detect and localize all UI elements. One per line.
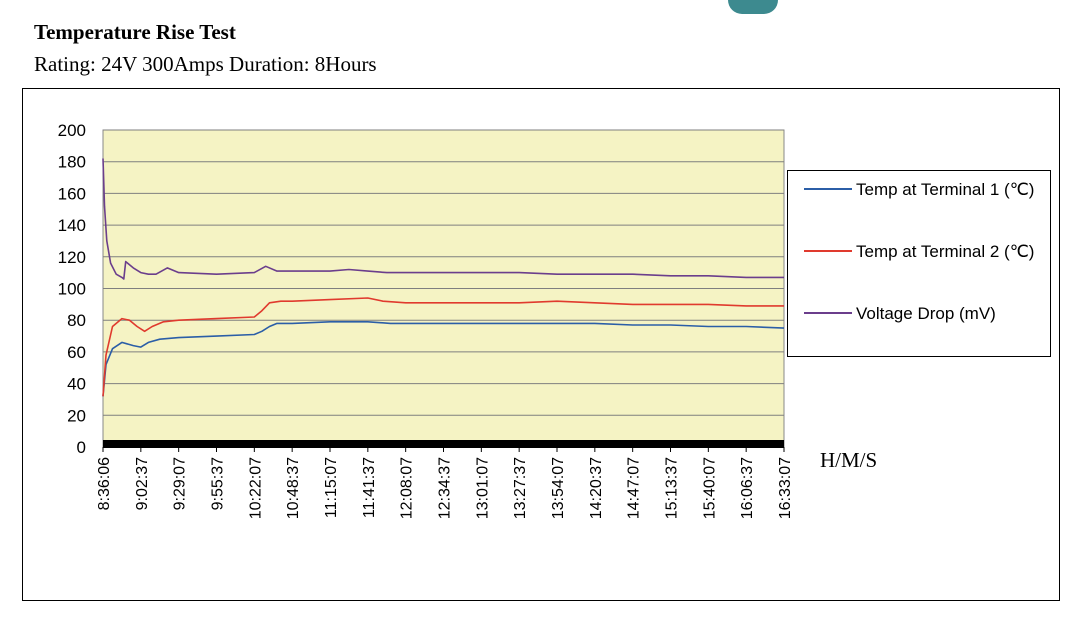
x-tick-label: 11:41:37 bbox=[361, 457, 378, 518]
x-tick-label: 12:08:07 bbox=[399, 457, 416, 519]
x-tick-label: 10:22:07 bbox=[247, 457, 264, 519]
legend-swatch-terminal-1 bbox=[804, 188, 852, 190]
x-tick-label: 11:15:07 bbox=[323, 457, 340, 518]
y-tick-label: 60 bbox=[67, 343, 86, 362]
page-subtitle: Rating: 24V 300Amps Duration: 8Hours bbox=[34, 52, 377, 76]
x-tick-label: 14:20:37 bbox=[588, 457, 605, 519]
x-tick-label: 10:48:37 bbox=[285, 457, 302, 519]
y-tick-label: 100 bbox=[58, 280, 86, 299]
y-tick-label: 20 bbox=[67, 406, 86, 425]
legend-swatch-terminal-2 bbox=[804, 250, 852, 252]
y-tick-label: 0 bbox=[77, 438, 86, 457]
series-line-voltage-drop bbox=[102, 158, 784, 280]
x-tick-label: 8:36:06 bbox=[96, 457, 113, 510]
chart-legend: Temp at Terminal 1 (℃) Temp at Terminal … bbox=[787, 170, 1051, 357]
x-tick-label: 15:13:37 bbox=[664, 457, 681, 519]
series-line-terminal-1 bbox=[102, 321, 785, 397]
decorative-logo-fragment bbox=[728, 0, 778, 14]
x-tick-label: 9:29:07 bbox=[172, 457, 189, 510]
x-tick-label: 15:40:07 bbox=[701, 457, 718, 519]
y-tick-label: 140 bbox=[58, 216, 86, 235]
chart-frame bbox=[22, 88, 1060, 601]
y-tick-label: 120 bbox=[58, 248, 86, 267]
legend-label-voltage-drop: Voltage Drop (mV) bbox=[856, 304, 996, 323]
legend-label-terminal-2: Temp at Terminal 2 (℃) bbox=[856, 242, 1035, 261]
legend-swatch-voltage-drop bbox=[804, 312, 852, 314]
y-tick-label: 160 bbox=[58, 184, 86, 203]
y-tick-label: 180 bbox=[58, 153, 86, 172]
x-tick-label: 9:55:37 bbox=[210, 457, 227, 510]
legend-label-terminal-1: Temp at Terminal 1 (℃) bbox=[856, 180, 1035, 199]
x-tick-label: 13:01:07 bbox=[474, 457, 491, 519]
y-tick-label: 200 bbox=[58, 121, 86, 140]
page-title: Temperature Rise Test bbox=[34, 20, 236, 44]
x-tick-label: 16:33:07 bbox=[777, 457, 794, 519]
y-tick-label: 40 bbox=[67, 375, 86, 394]
series-line-terminal-2 bbox=[102, 297, 784, 397]
x-tick-label: 16:06:37 bbox=[739, 457, 756, 519]
x-tick-label: 14:47:07 bbox=[626, 457, 643, 519]
y-tick-label: 80 bbox=[67, 311, 86, 330]
x-tick-label: 13:54:07 bbox=[550, 457, 567, 519]
x-axis-unit-label: H/M/S bbox=[820, 448, 878, 472]
x-axis-line bbox=[103, 440, 784, 448]
x-tick-label: 9:02:37 bbox=[134, 457, 151, 510]
x-tick-label: 13:27:37 bbox=[512, 457, 529, 519]
x-tick-label: 12:34:37 bbox=[437, 457, 454, 519]
